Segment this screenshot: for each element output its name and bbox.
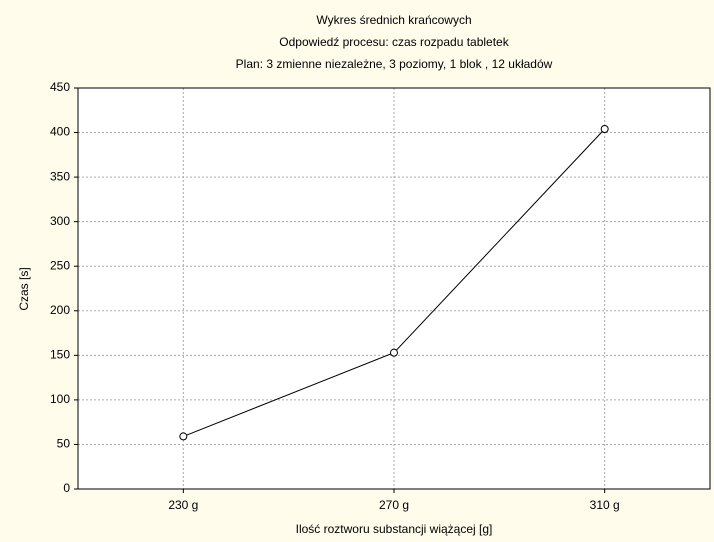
y-tick-label: 300 [50, 214, 70, 228]
x-tick-label: 230 g [168, 498, 198, 512]
marker [600, 124, 609, 133]
y-tick-label: 100 [50, 392, 70, 406]
marker [179, 432, 188, 441]
x-tick-label: 310 g [590, 498, 620, 512]
chart-subtitle: Odpowiedź procesu: czas rozpadu tabletek [279, 35, 509, 49]
y-tick-label: 400 [50, 125, 70, 139]
y-axis-label: Czas [s] [17, 267, 31, 310]
plot-frame [77, 87, 711, 490]
y-tick-label: 50 [57, 437, 71, 451]
y-tick-label: 350 [50, 169, 70, 183]
marker [390, 348, 398, 357]
x-tick-label: 270 g [379, 498, 409, 512]
chart-subtitle: Plan: 3 zmienne niezależne, 3 poziomy, 1… [236, 57, 553, 71]
y-tick-label: 150 [50, 348, 70, 362]
y-tick-label: 0 [63, 481, 70, 495]
chart-title: Wykres średnich krańcowych [316, 13, 471, 27]
y-tick-label: 250 [50, 258, 70, 272]
x-axis-label: Ilość roztworu substancji wiążącej [g] [296, 522, 493, 536]
y-tick-label: 450 [50, 80, 70, 94]
y-tick-label: 200 [50, 303, 70, 317]
